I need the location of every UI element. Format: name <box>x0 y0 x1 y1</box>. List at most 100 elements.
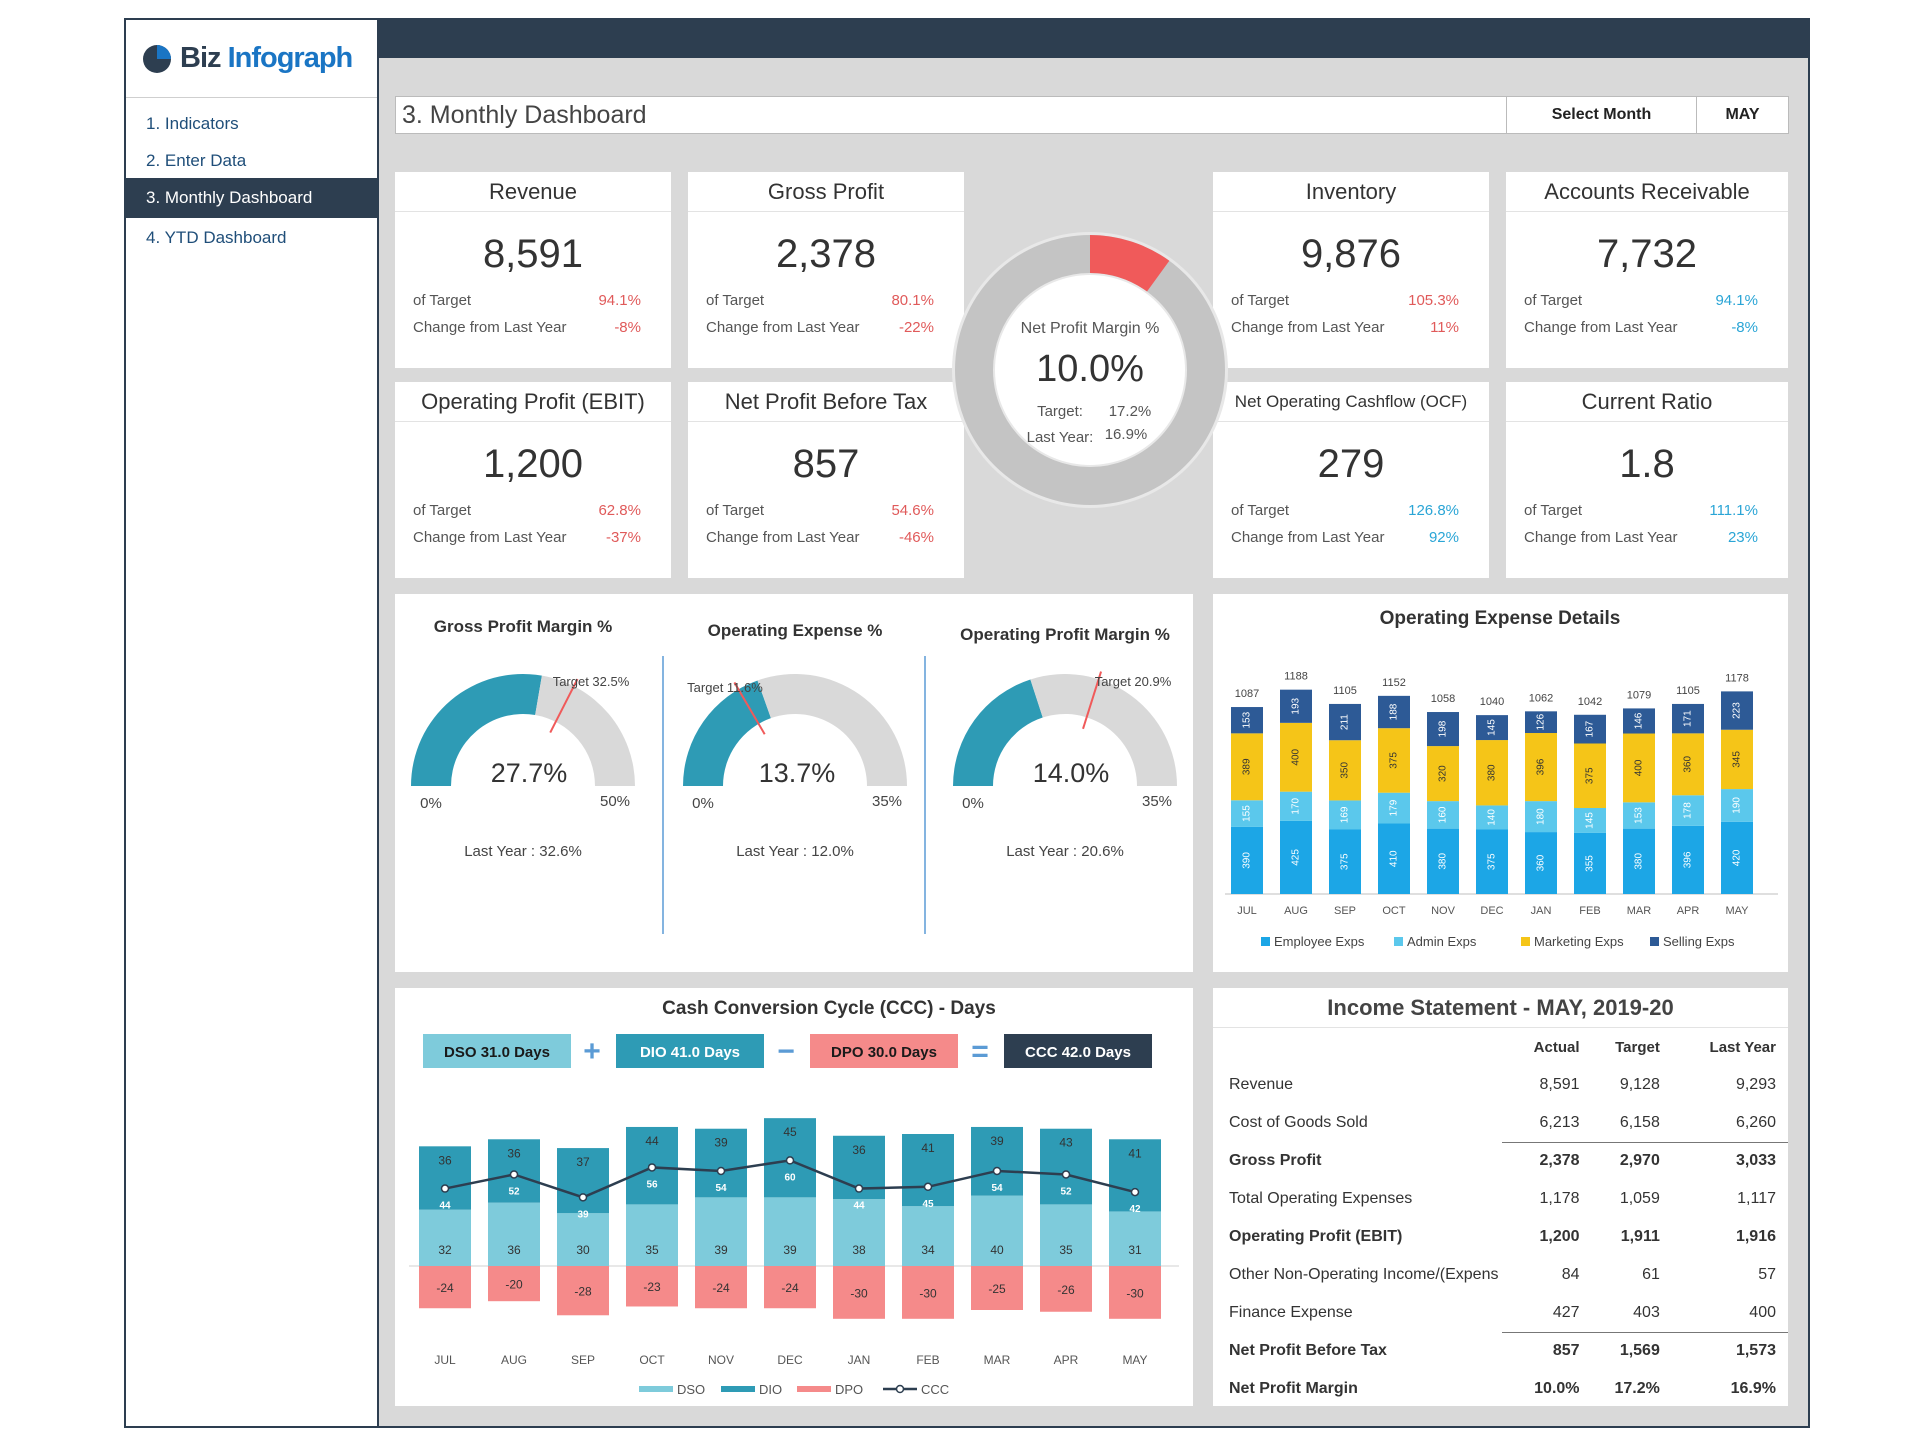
ccc-dio-bar <box>419 1146 471 1210</box>
sidebar-item-monthly-dashboard[interactable]: 3. Monthly Dashboard <box>126 178 377 218</box>
kpi-change: -46% <box>898 529 934 546</box>
ccc-x-tick: AUG <box>501 1353 527 1367</box>
opex-legend-swatch <box>1394 937 1403 946</box>
ccc-legend-swatch <box>639 1386 673 1392</box>
gauge-min-label: 0% <box>692 795 714 812</box>
opex-total-label: 1058 <box>1431 693 1455 705</box>
is-row: Net Profit Margin 10.0% 17.2% 16.9% <box>1225 1370 1788 1408</box>
is-row: Gross Profit 2,378 2,970 3,033 <box>1225 1141 1788 1180</box>
ccc-x-tick: FEB <box>916 1353 939 1367</box>
opex-segment-label: 193 <box>1291 697 1302 714</box>
opex-segment-label: 375 <box>1585 767 1596 784</box>
gauge-value: 27.7% <box>491 758 568 788</box>
ccc-dio-label: 44 <box>645 1134 659 1148</box>
opex-segment-label: 360 <box>1683 756 1694 773</box>
opex-segment-label: 345 <box>1732 751 1743 768</box>
opex-bar-segment <box>1378 792 1410 824</box>
gauge-last-year: Last Year : 12.0% <box>736 843 854 860</box>
is-cell: 427 <box>1552 1303 1580 1321</box>
ccc-dpo-label: -24 <box>781 1281 799 1295</box>
ccc-line-point <box>923 1182 933 1192</box>
ccc-dso-bar <box>1040 1204 1092 1266</box>
ccc-line-label: 39 <box>577 1209 589 1220</box>
gauges-svg: Gross Profit Margin % 27.7% 0% 50% Target 32… <box>411 617 1177 934</box>
ccc-dso-bar <box>419 1209 471 1266</box>
opex-segment-label: 400 <box>1634 759 1645 776</box>
sidebar-item-ytd-dashboard[interactable]: 4. YTD Dashboard <box>146 228 287 247</box>
opex-segment-label: 153 <box>1242 711 1253 728</box>
ccc-line-point <box>992 1166 1002 1176</box>
ccc-dpo-label: -24 <box>436 1281 454 1295</box>
opex-bar-segment <box>1623 802 1655 829</box>
ccc-dpo-bar <box>488 1266 540 1302</box>
kpi-title: Revenue <box>395 172 671 212</box>
top-bar <box>379 20 1808 58</box>
kpi-value: 1.8 <box>1619 442 1675 486</box>
is-cell: 57 <box>1758 1266 1776 1283</box>
opex-bar-segment <box>1574 743 1606 808</box>
gauge-min-label: 0% <box>420 795 442 812</box>
is-cell: 1,911 <box>1620 1228 1660 1245</box>
ccc-summary-label: DPO 30.0 Days <box>831 1044 937 1061</box>
opex-segment-label: 389 <box>1242 758 1253 775</box>
opex-legend-label: Admin Exps <box>1407 934 1477 949</box>
opex-title: Operating Expense Details <box>1380 608 1621 629</box>
opex-segment-label: 126 <box>1536 713 1547 730</box>
net-profit-margin-donut: Net Profit Margin % 10.0% Target: 17.2% … <box>952 232 1228 508</box>
kpi-target: 62.8% <box>598 502 641 519</box>
ccc-dso-label: 39 <box>714 1243 728 1257</box>
kpi-title: Inventory <box>1213 172 1489 212</box>
opex-bar-segment <box>1231 707 1263 734</box>
ccc-dpo-bar <box>695 1266 747 1309</box>
month-select[interactable]: MAY <box>1696 97 1788 133</box>
is-cell: 1,117 <box>1737 1190 1776 1207</box>
kpi-value: 8,591 <box>482 232 584 276</box>
ccc-dpo-label: -24 <box>712 1281 730 1295</box>
is-cell: 403 <box>1633 1303 1660 1321</box>
opex-segment-label: 190 <box>1732 797 1743 814</box>
sidebar-item-enter-data[interactable]: 2. Enter Data <box>146 151 247 170</box>
opex-segment-label: 167 <box>1585 720 1596 737</box>
ccc-line-label: 54 <box>715 1183 727 1194</box>
is-row: Finance Expense 427 403 400 <box>1225 1294 1788 1332</box>
opex-bar-segment <box>1476 715 1508 741</box>
kpi-change: -37% <box>605 529 641 546</box>
ccc-line-label: 54 <box>991 1183 1003 1194</box>
ccc-line-label: 44 <box>439 1201 451 1212</box>
ccc-dpo-bar <box>902 1266 954 1319</box>
opex-segment-label: 169 <box>1340 806 1351 823</box>
opex-segment-label: 188 <box>1389 703 1400 720</box>
gauge-target-label: Target 32.5% <box>553 674 630 689</box>
opex-bar-segment <box>1672 795 1704 826</box>
opex-segment-label: 145 <box>1487 719 1498 736</box>
opex-total-label: 1062 <box>1529 692 1553 704</box>
opex-bar-segment <box>1378 728 1410 793</box>
opex-bar-segment <box>1427 801 1459 829</box>
opex-bar-segment <box>1280 689 1312 723</box>
ccc-dpo-label: -26 <box>1057 1283 1075 1297</box>
gauge-value: 14.0% <box>1033 758 1110 788</box>
is-row: Total Operating Expenses 1,178 1,059 1,117 <box>1225 1180 1788 1218</box>
opex-segment-label: 140 <box>1487 809 1498 826</box>
is-cell: 400 <box>1749 1303 1776 1321</box>
ccc-legend-swatch <box>797 1386 831 1392</box>
opex-chart: Operating Expense Details 390 155 389 153 108… <box>1225 608 1778 949</box>
npm-value: 10.0% <box>1036 348 1144 390</box>
opex-legend-label: Marketing Exps <box>1534 934 1624 949</box>
gauge-max-label: 35% <box>1142 793 1172 810</box>
kpi-change-label: Change from Last Year <box>413 319 567 336</box>
opex-total-label: 1178 <box>1725 672 1749 684</box>
is-cell: 6,213 <box>1539 1113 1580 1131</box>
is-cell: 9,293 <box>1735 1076 1776 1093</box>
ccc-dso-label: 36 <box>507 1243 521 1257</box>
ccc-dio-label: 36 <box>438 1153 452 1167</box>
opex-segment-label: 420 <box>1732 849 1743 866</box>
gauge-target-label: Target 11.6% <box>687 680 763 695</box>
opex-bar-segment <box>1378 695 1410 729</box>
kpi-target-label: of Target <box>706 292 765 309</box>
ccc-summary-box <box>423 1034 571 1068</box>
sidebar-item-indicators[interactable]: 1. Indicators <box>146 114 239 133</box>
logo-infograph: Infograph <box>227 42 354 74</box>
kpi-change: -8% <box>1731 319 1758 336</box>
ccc-x-tick: SEP <box>571 1353 595 1367</box>
